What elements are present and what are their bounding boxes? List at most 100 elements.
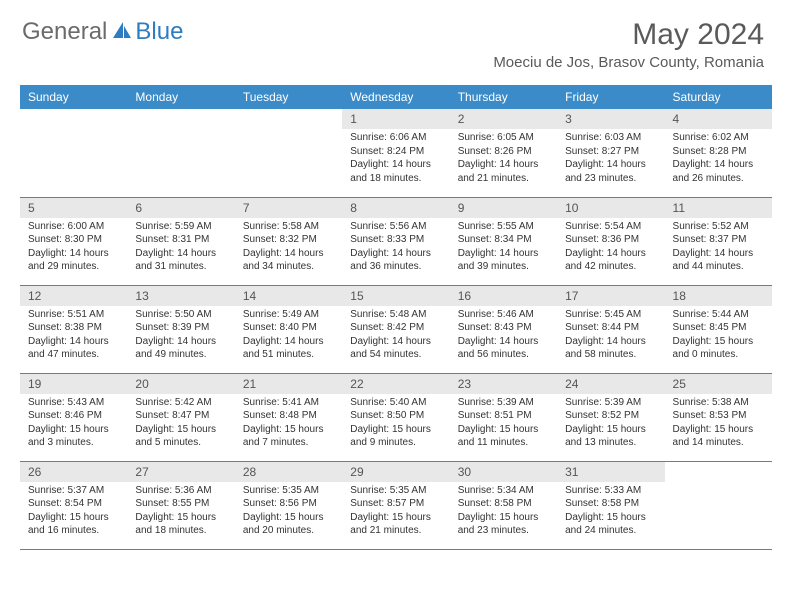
day-details: Sunrise: 5:41 AMSunset: 8:48 PMDaylight:… — [235, 394, 342, 454]
day-number: 8 — [342, 198, 449, 218]
day-details: Sunrise: 6:06 AMSunset: 8:24 PMDaylight:… — [342, 129, 449, 189]
day-details: Sunrise: 6:03 AMSunset: 8:27 PMDaylight:… — [557, 129, 664, 189]
day-details: Sunrise: 5:44 AMSunset: 8:45 PMDaylight:… — [665, 306, 772, 366]
calendar-week-row: 1Sunrise: 6:06 AMSunset: 8:24 PMDaylight… — [20, 109, 772, 197]
calendar-day-cell: 30Sunrise: 5:34 AMSunset: 8:58 PMDayligh… — [450, 461, 557, 549]
calendar-day-cell: 10Sunrise: 5:54 AMSunset: 8:36 PMDayligh… — [557, 197, 664, 285]
logo-sail-icon — [111, 20, 133, 45]
calendar-day-cell: 24Sunrise: 5:39 AMSunset: 8:52 PMDayligh… — [557, 373, 664, 461]
calendar-day-cell: 9Sunrise: 5:55 AMSunset: 8:34 PMDaylight… — [450, 197, 557, 285]
day-details: Sunrise: 5:39 AMSunset: 8:51 PMDaylight:… — [450, 394, 557, 454]
day-number: 7 — [235, 198, 342, 218]
calendar-day-cell: 26Sunrise: 5:37 AMSunset: 8:54 PMDayligh… — [20, 461, 127, 549]
location-text: Moeciu de Jos, Brasov County, Romania — [493, 54, 764, 71]
day-number: 19 — [20, 374, 127, 394]
weekday-header: Wednesday — [342, 85, 449, 109]
day-details: Sunrise: 6:05 AMSunset: 8:26 PMDaylight:… — [450, 129, 557, 189]
weekday-header: Saturday — [665, 85, 772, 109]
day-number: 17 — [557, 286, 664, 306]
day-number: 6 — [127, 198, 234, 218]
calendar-table: SundayMondayTuesdayWednesdayThursdayFrid… — [20, 85, 772, 550]
brand-part1: General — [22, 18, 107, 46]
day-number: 21 — [235, 374, 342, 394]
day-number: 14 — [235, 286, 342, 306]
day-number: 16 — [450, 286, 557, 306]
day-number: 20 — [127, 374, 234, 394]
calendar-day-cell: 2Sunrise: 6:05 AMSunset: 8:26 PMDaylight… — [450, 109, 557, 197]
day-details: Sunrise: 5:42 AMSunset: 8:47 PMDaylight:… — [127, 394, 234, 454]
calendar-day-cell: 12Sunrise: 5:51 AMSunset: 8:38 PMDayligh… — [20, 285, 127, 373]
calendar-day-cell: 7Sunrise: 5:58 AMSunset: 8:32 PMDaylight… — [235, 197, 342, 285]
day-details: Sunrise: 5:37 AMSunset: 8:54 PMDaylight:… — [20, 482, 127, 542]
calendar-week-row: 5Sunrise: 6:00 AMSunset: 8:30 PMDaylight… — [20, 197, 772, 285]
day-details: Sunrise: 6:02 AMSunset: 8:28 PMDaylight:… — [665, 129, 772, 189]
calendar-week-row: 19Sunrise: 5:43 AMSunset: 8:46 PMDayligh… — [20, 373, 772, 461]
day-details: Sunrise: 5:56 AMSunset: 8:33 PMDaylight:… — [342, 218, 449, 278]
calendar-day-cell: 17Sunrise: 5:45 AMSunset: 8:44 PMDayligh… — [557, 285, 664, 373]
day-number: 30 — [450, 462, 557, 482]
calendar-day-cell: 31Sunrise: 5:33 AMSunset: 8:58 PMDayligh… — [557, 461, 664, 549]
day-number: 10 — [557, 198, 664, 218]
day-details: Sunrise: 5:49 AMSunset: 8:40 PMDaylight:… — [235, 306, 342, 366]
weekday-header: Thursday — [450, 85, 557, 109]
day-details: Sunrise: 5:38 AMSunset: 8:53 PMDaylight:… — [665, 394, 772, 454]
calendar-day-cell: 20Sunrise: 5:42 AMSunset: 8:47 PMDayligh… — [127, 373, 234, 461]
calendar-day-cell: 3Sunrise: 6:03 AMSunset: 8:27 PMDaylight… — [557, 109, 664, 197]
calendar-day-cell: 4Sunrise: 6:02 AMSunset: 8:28 PMDaylight… — [665, 109, 772, 197]
day-number: 4 — [665, 109, 772, 129]
weekday-header: Sunday — [20, 85, 127, 109]
day-details: Sunrise: 5:45 AMSunset: 8:44 PMDaylight:… — [557, 306, 664, 366]
day-number: 12 — [20, 286, 127, 306]
day-details: Sunrise: 5:46 AMSunset: 8:43 PMDaylight:… — [450, 306, 557, 366]
day-number: 18 — [665, 286, 772, 306]
weekday-header: Monday — [127, 85, 234, 109]
calendar-header-row: SundayMondayTuesdayWednesdayThursdayFrid… — [20, 85, 772, 109]
day-number: 2 — [450, 109, 557, 129]
calendar-day-cell — [235, 109, 342, 197]
month-title: May 2024 — [493, 18, 764, 52]
calendar-day-cell: 13Sunrise: 5:50 AMSunset: 8:39 PMDayligh… — [127, 285, 234, 373]
day-details: Sunrise: 5:36 AMSunset: 8:55 PMDaylight:… — [127, 482, 234, 542]
calendar-day-cell: 27Sunrise: 5:36 AMSunset: 8:55 PMDayligh… — [127, 461, 234, 549]
calendar-day-cell: 11Sunrise: 5:52 AMSunset: 8:37 PMDayligh… — [665, 197, 772, 285]
day-details: Sunrise: 5:39 AMSunset: 8:52 PMDaylight:… — [557, 394, 664, 454]
calendar-week-row: 26Sunrise: 5:37 AMSunset: 8:54 PMDayligh… — [20, 461, 772, 549]
day-number: 23 — [450, 374, 557, 394]
title-block: May 2024 Moeciu de Jos, Brasov County, R… — [493, 18, 764, 71]
day-number: 26 — [20, 462, 127, 482]
day-details: Sunrise: 5:35 AMSunset: 8:57 PMDaylight:… — [342, 482, 449, 542]
day-number: 25 — [665, 374, 772, 394]
calendar-day-cell: 21Sunrise: 5:41 AMSunset: 8:48 PMDayligh… — [235, 373, 342, 461]
calendar-day-cell: 16Sunrise: 5:46 AMSunset: 8:43 PMDayligh… — [450, 285, 557, 373]
calendar-week-row: 12Sunrise: 5:51 AMSunset: 8:38 PMDayligh… — [20, 285, 772, 373]
day-number: 11 — [665, 198, 772, 218]
calendar-day-cell — [20, 109, 127, 197]
calendar-day-cell: 15Sunrise: 5:48 AMSunset: 8:42 PMDayligh… — [342, 285, 449, 373]
day-details: Sunrise: 5:40 AMSunset: 8:50 PMDaylight:… — [342, 394, 449, 454]
calendar-day-cell: 1Sunrise: 6:06 AMSunset: 8:24 PMDaylight… — [342, 109, 449, 197]
day-number: 22 — [342, 374, 449, 394]
day-details: Sunrise: 5:35 AMSunset: 8:56 PMDaylight:… — [235, 482, 342, 542]
calendar-day-cell: 6Sunrise: 5:59 AMSunset: 8:31 PMDaylight… — [127, 197, 234, 285]
day-number: 28 — [235, 462, 342, 482]
day-details: Sunrise: 5:52 AMSunset: 8:37 PMDaylight:… — [665, 218, 772, 278]
weekday-header: Tuesday — [235, 85, 342, 109]
day-details: Sunrise: 5:43 AMSunset: 8:46 PMDaylight:… — [20, 394, 127, 454]
calendar-day-cell: 25Sunrise: 5:38 AMSunset: 8:53 PMDayligh… — [665, 373, 772, 461]
day-details: Sunrise: 5:34 AMSunset: 8:58 PMDaylight:… — [450, 482, 557, 542]
day-details: Sunrise: 5:33 AMSunset: 8:58 PMDaylight:… — [557, 482, 664, 542]
day-number: 24 — [557, 374, 664, 394]
day-details: Sunrise: 5:59 AMSunset: 8:31 PMDaylight:… — [127, 218, 234, 278]
calendar-day-cell: 23Sunrise: 5:39 AMSunset: 8:51 PMDayligh… — [450, 373, 557, 461]
day-number: 3 — [557, 109, 664, 129]
calendar-day-cell: 22Sunrise: 5:40 AMSunset: 8:50 PMDayligh… — [342, 373, 449, 461]
calendar-day-cell — [665, 461, 772, 549]
calendar-day-cell: 28Sunrise: 5:35 AMSunset: 8:56 PMDayligh… — [235, 461, 342, 549]
calendar-day-cell: 5Sunrise: 6:00 AMSunset: 8:30 PMDaylight… — [20, 197, 127, 285]
day-number: 5 — [20, 198, 127, 218]
calendar-day-cell: 19Sunrise: 5:43 AMSunset: 8:46 PMDayligh… — [20, 373, 127, 461]
brand-logo: General Blue — [22, 18, 183, 46]
day-number: 31 — [557, 462, 664, 482]
day-number: 27 — [127, 462, 234, 482]
day-number: 29 — [342, 462, 449, 482]
